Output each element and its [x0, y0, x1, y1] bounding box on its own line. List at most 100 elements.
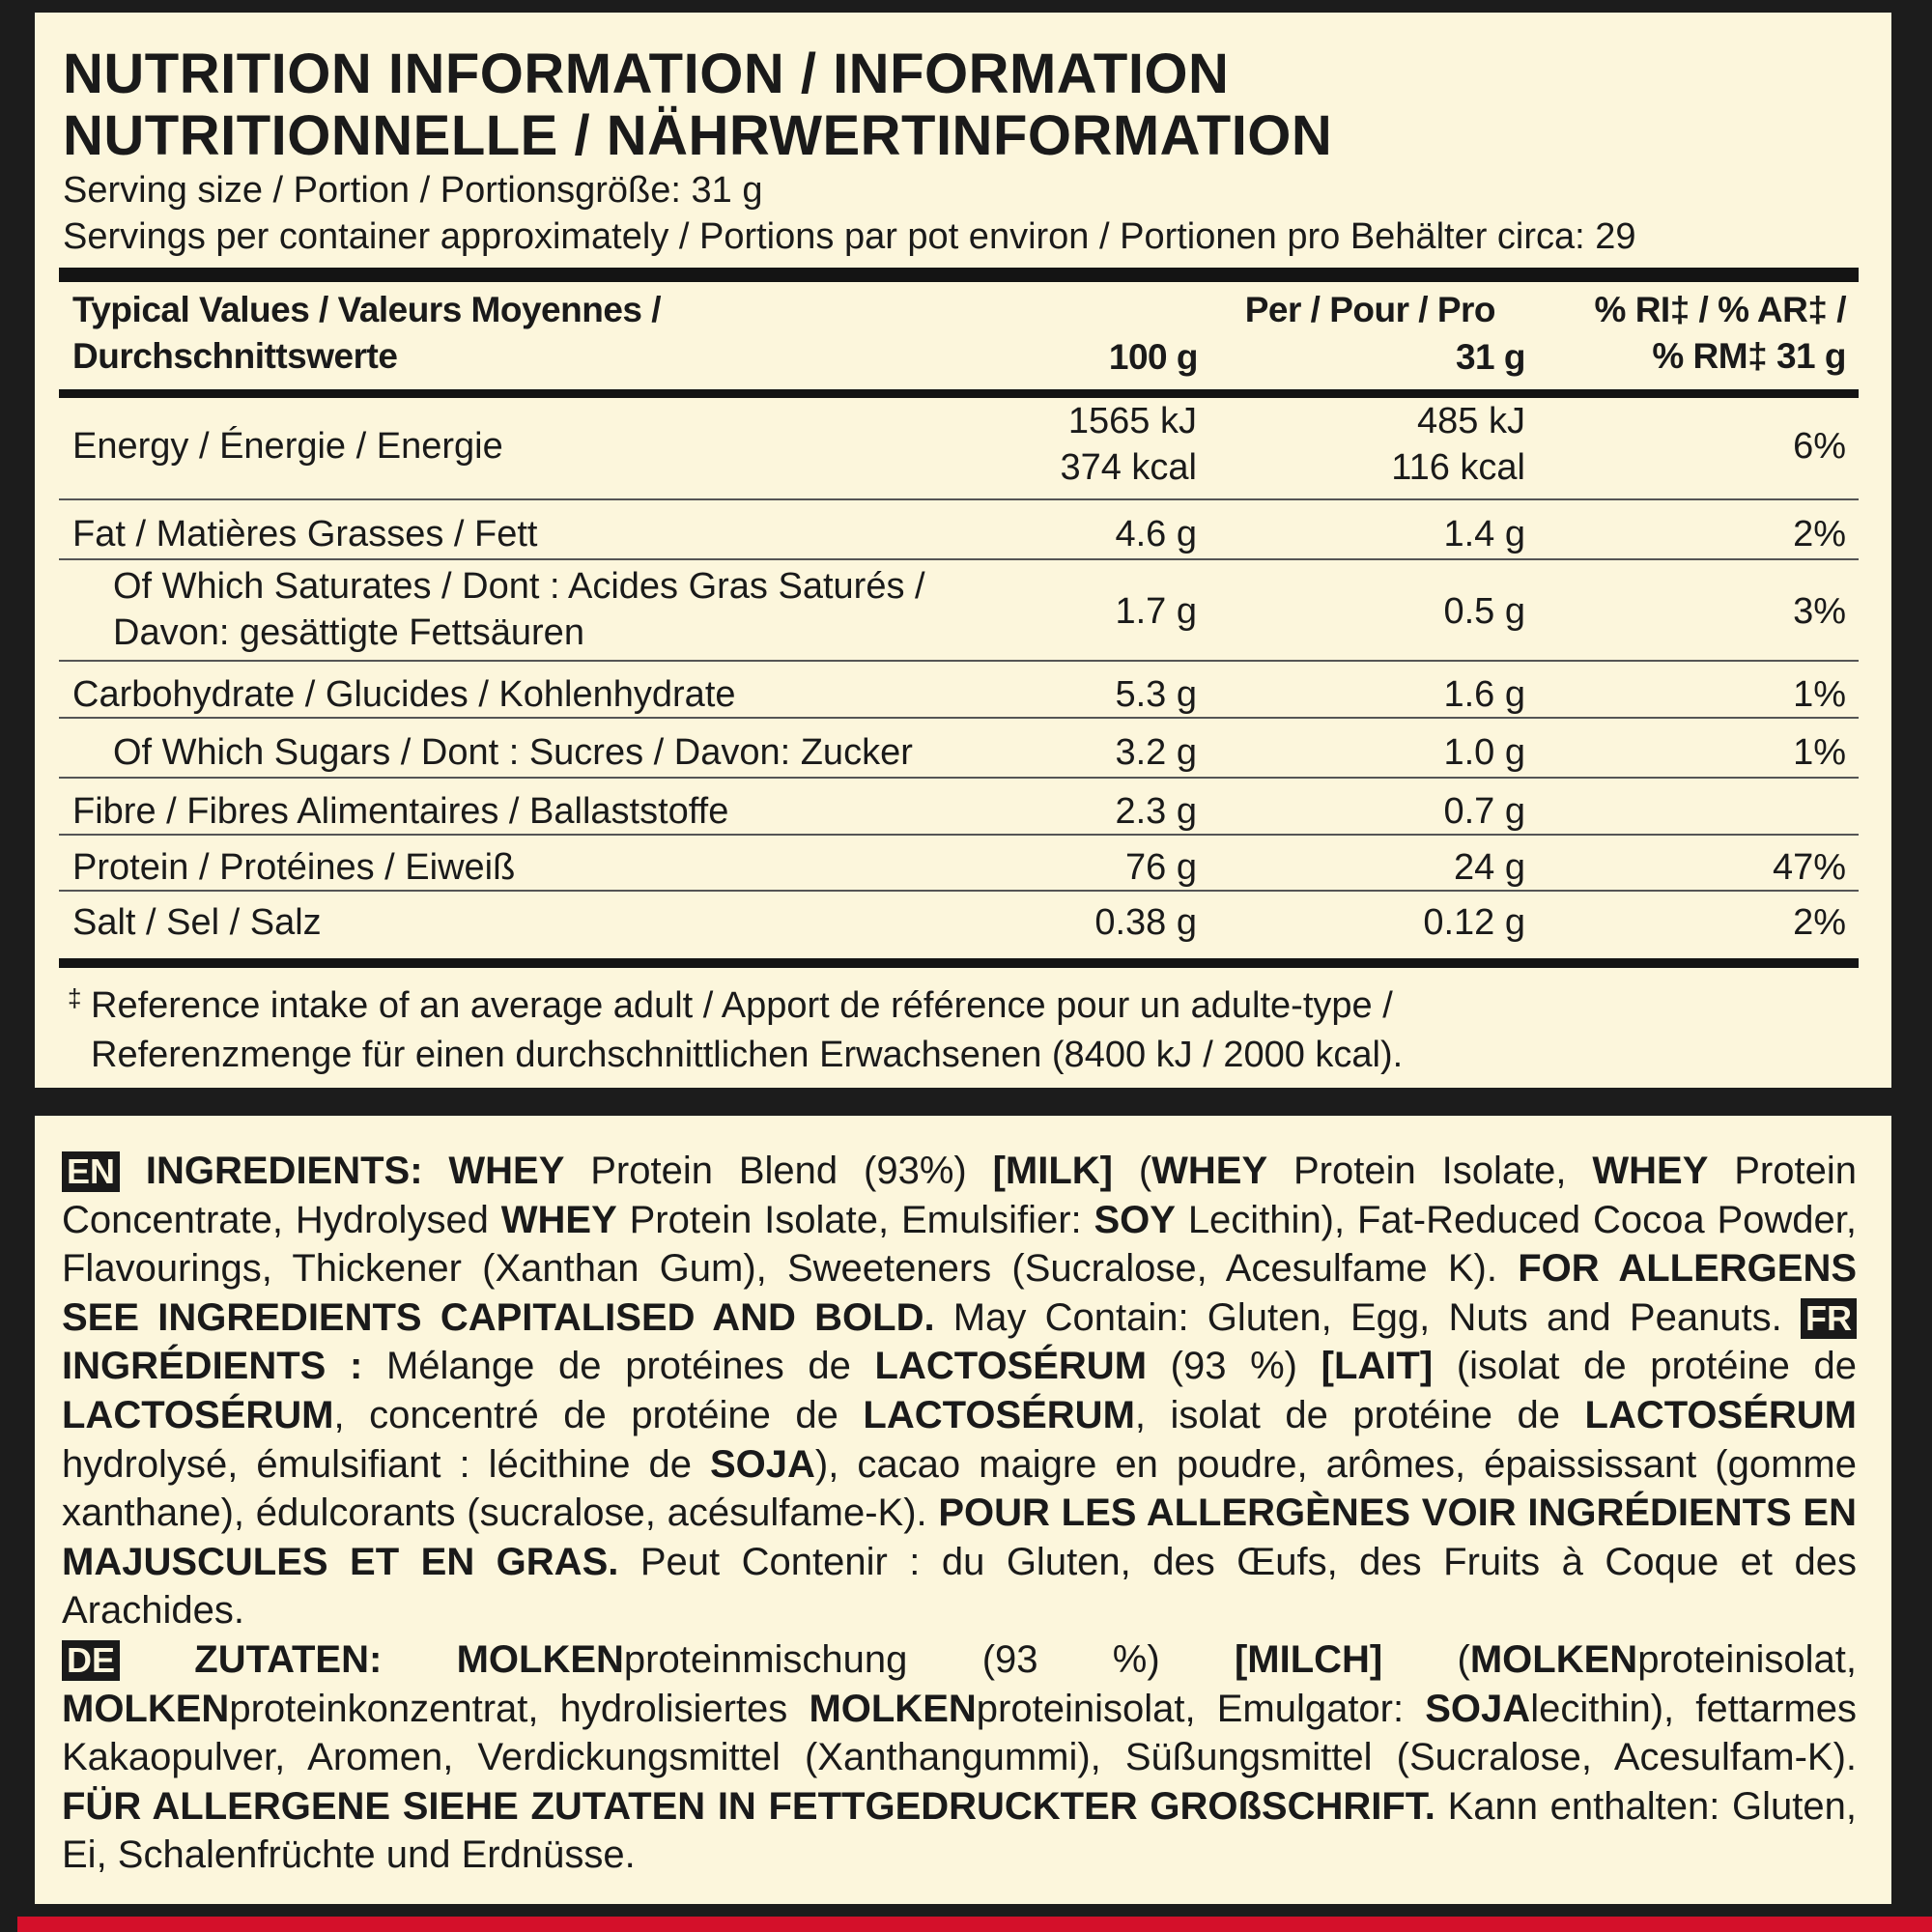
value-per-31g: 485 kJ 116 kcal [1391, 400, 1525, 488]
value-per-31g: 0.5 g [1443, 590, 1525, 632]
value-per-31g: 1.0 g [1443, 732, 1525, 773]
ingredient-text: Protein Isolate, [1267, 1150, 1593, 1192]
nutrient-label: Of Which Saturates / Dont : Acides Gras … [113, 565, 925, 653]
ingredient-bold-text: INGREDIENTS: WHEY [145, 1150, 565, 1192]
table-row: Fibre / Fibres Alimentaires / Ballaststo… [59, 779, 1859, 836]
serving-size: Serving size / Portion / Portionsgröße: … [63, 170, 763, 211]
ingredient-text: proteinisolat, Emulgator: [976, 1687, 1426, 1730]
value-ri-percent: 1% [1793, 732, 1846, 773]
ingredient-bold-text: SOJA [709, 1442, 815, 1486]
ingredient-bold-text: [MILK] [992, 1150, 1113, 1192]
value-per-100g: 5.3 g [1115, 673, 1197, 715]
nutrition-panel: NUTRITION INFORMATION / INFORMATION NUTRI… [35, 13, 1891, 1088]
nutrient-label: Fibre / Fibres Alimentaires / Ballaststo… [72, 790, 729, 832]
value-per-100g: 3.2 g [1115, 732, 1197, 773]
header-per-31g: 31 g [1455, 337, 1526, 377]
value-per-100g: 0.38 g [1094, 902, 1197, 943]
ingredient-bold-text: SOY [1094, 1198, 1176, 1241]
nutrient-label: Carbohydrate / Glucides / Kohlenhydrate [72, 673, 736, 715]
value-per-31g: 0.12 g [1423, 902, 1525, 943]
ingredients-text: EN INGREDIENTS: WHEY Protein Blend (93%)… [62, 1147, 1857, 1880]
ingredient-text: May Contain: Gluten, Egg, Nuts and Peanu… [934, 1295, 1801, 1339]
nutrient-label: Salt / Sel / Salz [72, 902, 322, 943]
ingredient-text: hydrolysé, émulsifiant : lécithine de [62, 1442, 710, 1486]
value-per-31g: 0.7 g [1443, 790, 1525, 832]
ingredient-bold-text: FÜR ALLERGENE SIEHE ZUTATEN IN FETTGEDRU… [62, 1784, 1435, 1828]
header-divider [59, 389, 1859, 398]
servings-per-container: Servings per container approximately / P… [63, 216, 1636, 257]
table-row: Salt / Sel / Salz 0.38 g 0.12 g 2% [59, 892, 1859, 944]
table-row: Of Which Saturates / Dont : Acides Gras … [59, 560, 1859, 662]
value-per-100g: 4.6 g [1115, 514, 1197, 554]
red-strip [17, 1917, 1932, 1932]
value-ri-percent: 2% [1793, 902, 1846, 943]
ingredient-text: Protein Isolate, Emulsifier: [616, 1198, 1094, 1241]
table-row: Carbohydrate / Glucides / Kohlenhydrate 5… [59, 662, 1859, 719]
value-per-100g: 1565 kJ 374 kcal [1060, 400, 1197, 488]
ingredient-text: Lecithin), Fat-Reduced Cocoa Powder, Fla… [62, 1198, 1857, 1291]
nutrient-label: Energy / Énergie / Energie [72, 425, 503, 467]
ingredient-bold-text: WHEY [1151, 1150, 1268, 1192]
ingredient-bold-text: WHEY [500, 1198, 617, 1241]
ingredients-panel: EN INGREDIENTS: WHEY Protein Blend (93%)… [35, 1116, 1891, 1904]
header-per-100g: 100 g [1108, 337, 1199, 377]
value-ri-percent: 1% [1793, 673, 1846, 715]
ingredient-bold-text: LACTOSÉRUM [863, 1393, 1135, 1436]
value-per-31g: 24 g [1454, 847, 1525, 888]
value-per-100g: 2.3 g [1115, 790, 1197, 832]
ingredient-text: Protein Blend (93%) [564, 1150, 993, 1192]
ingredient-bold-text: FOR ALLERGENS SEE INGREDIENTS CAPITALISE… [62, 1247, 1858, 1339]
table-row: Fat / Matières Grasses / Fett 4.6 g 1.4 g 2… [59, 500, 1859, 560]
ingredient-text: (isolat de protéine de [1433, 1345, 1857, 1388]
ingredient-bold-text: MOLKEN [1469, 1637, 1638, 1681]
ingredient-bold-text: POUR LES ALLERGÈNES VOIR INGRÉDIENTS EN … [62, 1492, 1857, 1583]
value-per-31g: 1.6 g [1443, 673, 1525, 715]
ingredient-bold-text: LACTOSÉRUM [1584, 1393, 1857, 1436]
value-per-31g: 1.4 g [1443, 514, 1525, 554]
nutrition-title: NUTRITION INFORMATION / INFORMATION NUTRI… [63, 43, 1332, 167]
table-row: Protein / Protéines / Eiweiß 76 g 24 g 47% [59, 836, 1859, 892]
ingredient-text: ), cacao maigre en poudre, arômes, épais… [62, 1442, 1857, 1535]
ingredient-text: proteinmischung (93 %) [623, 1637, 1235, 1681]
ingredients-paragraph: DE ZUTATEN: MOLKENproteinmischung (93 %)… [62, 1635, 1857, 1880]
language-badge-en: EN [62, 1151, 121, 1192]
header-typical-values: Typical Values / Valeurs Moyennes / Durch… [72, 290, 662, 376]
ingredients-paragraph: EN INGREDIENTS: WHEY Protein Blend (93%)… [62, 1147, 1857, 1635]
ingredient-bold-text: LACTOSÉRUM [62, 1393, 334, 1436]
value-ri-percent: 6% [1793, 425, 1846, 467]
ingredient-text: proteinkonzentrat, hydrolisiertes [229, 1687, 810, 1730]
ingredient-text: Peut Contenir : du Gluten, des Œufs, des… [62, 1540, 1857, 1633]
ingredient-text: (93 %) [1147, 1345, 1321, 1388]
ingredient-text: Protein Concentrate, Hydrolysed [62, 1150, 1857, 1241]
ingredient-bold-text: MOLKEN [809, 1687, 977, 1730]
ingredient-bold-text: LACTOSÉRUM [874, 1345, 1148, 1388]
value-ri-percent: 2% [1793, 514, 1846, 554]
nutrient-label: Protein / Protéines / Eiweiß [72, 847, 516, 888]
footnote: ‡ Reference intake of an average adult / … [68, 981, 1403, 1080]
value-ri-percent: 47% [1772, 847, 1846, 888]
title-line-2: NUTRITIONNELLE / NÄHRWERTINFORMATION [63, 104, 1333, 167]
nutrient-label: Fat / Matières Grasses / Fett [72, 514, 538, 554]
ingredient-bold-text: [MILCH] [1234, 1637, 1383, 1681]
table-bottom-divider [59, 958, 1859, 968]
ingredient-text: ( [1112, 1150, 1152, 1192]
language-badge-fr: FR [1801, 1297, 1857, 1339]
ingredient-text: , concentré de protéine de [333, 1393, 864, 1436]
ingredient-bold-text: [LAIT] [1321, 1345, 1434, 1388]
ingredient-text: ( [1382, 1637, 1470, 1681]
value-ri-percent: 3% [1793, 590, 1846, 632]
language-badge-de: DE [62, 1639, 121, 1681]
ingredient-text: lecithin), fettarmes Kakaopulver, Aromen… [62, 1687, 1857, 1779]
ingredient-bold-text: ZUTATEN: MOLKEN [194, 1637, 624, 1681]
ingredient-bold-text: WHEY [1592, 1150, 1709, 1192]
nutrient-label: Of Which Sugars / Dont : Sucres / Davon:… [113, 732, 913, 773]
header-ri: % RI‡ / % AR‡ /% RM‡ 31 g [1594, 290, 1847, 376]
ingredient-text: , isolat de protéine de [1134, 1393, 1585, 1436]
ingredient-text: proteinisolat, [1637, 1637, 1857, 1681]
ingredient-bold-text: SOJA [1425, 1687, 1531, 1730]
thick-divider [59, 268, 1859, 282]
table-row: Energy / Énergie / Energie 1565 kJ 374 kca… [59, 391, 1859, 500]
ingredient-text: Mélange de protéines de [362, 1345, 875, 1388]
ingredient-text: Kann enthalten: Gluten, Ei, Schalenfrüch… [62, 1784, 1857, 1877]
footnote-mark: ‡ [68, 983, 82, 1012]
